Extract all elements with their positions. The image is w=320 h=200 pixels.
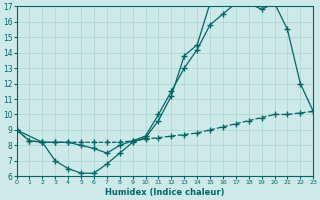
X-axis label: Humidex (Indice chaleur): Humidex (Indice chaleur): [105, 188, 225, 197]
